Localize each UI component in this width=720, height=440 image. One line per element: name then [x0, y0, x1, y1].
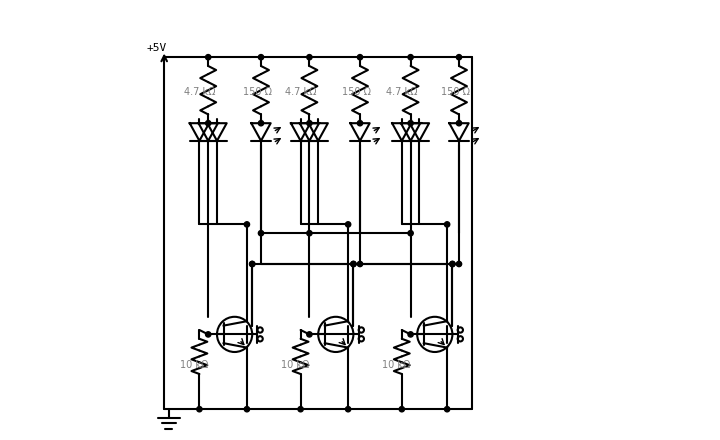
- Circle shape: [408, 121, 413, 126]
- Circle shape: [351, 261, 356, 267]
- Text: 4.7 kΩ: 4.7 kΩ: [285, 88, 317, 97]
- Circle shape: [206, 55, 211, 60]
- Circle shape: [258, 231, 264, 236]
- Circle shape: [244, 222, 250, 227]
- Circle shape: [357, 55, 363, 60]
- Circle shape: [450, 261, 455, 267]
- Circle shape: [456, 55, 462, 60]
- Circle shape: [307, 332, 312, 337]
- Circle shape: [456, 261, 462, 267]
- Circle shape: [357, 121, 363, 126]
- Text: +5V: +5V: [147, 43, 167, 53]
- Circle shape: [307, 121, 312, 126]
- Text: 10 kΩ: 10 kΩ: [179, 360, 208, 370]
- Circle shape: [250, 261, 255, 267]
- Circle shape: [408, 332, 413, 337]
- Text: 150 Ω: 150 Ω: [343, 88, 372, 97]
- Circle shape: [250, 261, 255, 267]
- Circle shape: [206, 121, 211, 126]
- Circle shape: [206, 332, 211, 337]
- Text: 150 Ω: 150 Ω: [243, 88, 272, 97]
- Circle shape: [197, 407, 202, 412]
- Circle shape: [450, 261, 455, 267]
- Circle shape: [258, 121, 264, 126]
- Circle shape: [307, 55, 312, 60]
- Text: 4.7 kΩ: 4.7 kΩ: [184, 88, 215, 97]
- Circle shape: [346, 407, 351, 412]
- Circle shape: [408, 55, 413, 60]
- Circle shape: [351, 261, 356, 267]
- Text: 10 kΩ: 10 kΩ: [281, 360, 309, 370]
- Circle shape: [258, 55, 264, 60]
- Circle shape: [408, 231, 413, 236]
- Circle shape: [298, 407, 303, 412]
- Circle shape: [399, 407, 405, 412]
- Circle shape: [244, 407, 250, 412]
- Text: 4.7 kΩ: 4.7 kΩ: [387, 88, 418, 97]
- Circle shape: [357, 261, 363, 267]
- Circle shape: [444, 222, 450, 227]
- Circle shape: [307, 231, 312, 236]
- Circle shape: [456, 121, 462, 126]
- Circle shape: [346, 222, 351, 227]
- Circle shape: [444, 407, 450, 412]
- Text: 150 Ω: 150 Ω: [441, 88, 470, 97]
- Text: 10 kΩ: 10 kΩ: [382, 360, 410, 370]
